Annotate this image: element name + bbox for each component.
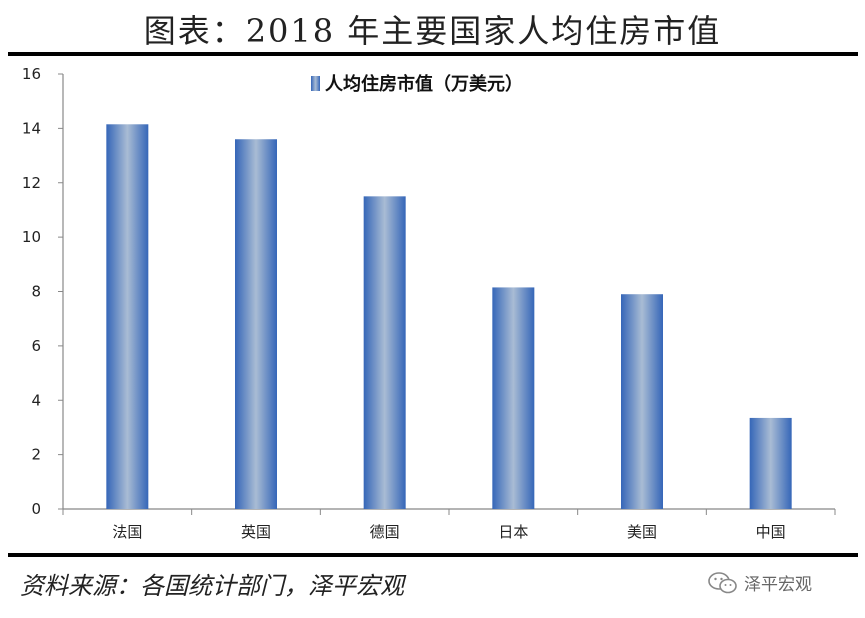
wechat-icon	[708, 571, 737, 593]
y-tick-label: 8	[31, 283, 41, 301]
y-tick-label: 12	[22, 174, 41, 192]
y-tick-label: 16	[22, 65, 41, 83]
x-tick-label: 美国	[627, 523, 657, 541]
chart-title: 图表：2018 年主要国家人均住房市值	[143, 12, 722, 50]
top-rule	[8, 52, 858, 56]
source-note: 资料来源：各国统计部门，泽平宏观	[20, 572, 404, 600]
x-tick-label: 德国	[370, 523, 400, 541]
chart-area: 0 2 4 6 8 10 12 14 16 法国 英国 德国 日本 美国 中国 人均住房市值（万美元）	[0, 56, 865, 553]
y-tick-label: 6	[31, 337, 41, 355]
bar	[235, 139, 277, 509]
y-tick-label: 0	[31, 500, 41, 518]
x-tick-label: 英国	[241, 523, 271, 541]
bar	[106, 124, 149, 509]
brand-label: 泽平宏观	[744, 575, 812, 595]
x-tick-label: 日本	[498, 523, 528, 541]
y-tick-label: 10	[22, 228, 41, 246]
y-tick-label: 4	[31, 391, 41, 409]
legend-label: 人均住房市值（万美元）	[325, 73, 523, 95]
bottom-rule	[8, 553, 858, 557]
x-tick-label: 中国	[756, 523, 786, 541]
y-tick-label: 2	[31, 446, 41, 464]
bar	[492, 287, 535, 509]
bar	[363, 196, 406, 509]
bar	[621, 294, 663, 509]
bar-chart: 0 2 4 6 8 10 12 14 16 法国 英国 德国 日本 美国 中国 人均住房市值（万美元）	[22, 65, 836, 541]
axes: 0 2 4 6 8 10 12 14 16	[22, 65, 836, 518]
legend-swatch	[311, 76, 320, 91]
legend: 人均住房市值（万美元）	[311, 73, 523, 95]
bar	[749, 417, 792, 509]
x-tick-label: 法国	[112, 523, 142, 541]
bars: 法国 英国 德国 日本 美国 中国	[106, 124, 792, 541]
y-tick-label: 14	[22, 119, 41, 137]
brand-mark: 泽平宏观	[708, 570, 812, 595]
